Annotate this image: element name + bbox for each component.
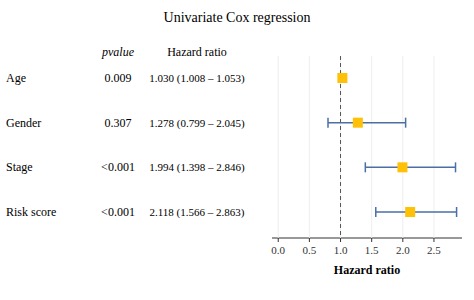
ci-cap [455,162,457,172]
tick-mark [402,238,403,242]
grid-line [340,56,341,238]
grid-line [278,56,279,238]
tick-label: 2.0 [396,244,410,256]
grid-line [371,56,372,238]
row-label: Risk score [6,205,56,219]
tick-mark [309,238,310,242]
title: Univariate Cox regression [164,10,311,25]
grid-line [402,56,403,238]
hr-text: 1.994 (1.398 – 2.846) [149,161,245,174]
pvalue-text: <0.001 [101,160,135,174]
tick-mark [433,238,434,242]
ci-cap [365,162,367,172]
tick-mark [371,238,372,242]
ci-line [328,122,406,124]
ci-cap [375,207,377,217]
tick-label: 2.5 [427,244,441,256]
hr-text: 1.030 (1.008 – 1.053) [149,72,245,85]
hr-marker [397,162,407,172]
tick-label: 0.5 [303,244,317,256]
row-label: Gender [6,116,41,130]
hr-marker [337,73,347,83]
hr-marker [353,118,363,128]
tick-mark [340,238,341,242]
grid-line [309,56,310,238]
pvalue-text: 0.307 [105,116,132,130]
ci-cap [327,118,329,128]
ci-line [376,211,457,213]
x-axis: 0.0 0.5 1.0 1.5 2.0 2.5 [271,56,462,256]
ci-cap [456,207,458,217]
reference-line [340,56,341,238]
tick-label: 1.0 [334,244,348,256]
row-label: Age [6,71,26,85]
forest-chart: Univariate Cox regression pvalue Hazard ra… [0,0,474,300]
ci-cap [405,118,407,128]
plot-area [328,56,457,238]
column-header: pvalue [101,45,135,59]
hr-marker [405,207,415,217]
hr-text: 1.278 (0.799 – 2.045) [149,117,245,130]
hr-text: 2.118 (1.566 – 2.863) [150,206,245,219]
tick-label: 0.0 [271,244,285,256]
grid-line [433,56,434,238]
pvalue-text: 0.009 [105,71,132,85]
row-label: Stage [6,160,33,174]
column-header: Hazard ratio [167,45,227,59]
tick-mark [278,238,279,242]
tick-label: 1.5 [365,244,379,256]
pvalue-text: <0.001 [101,205,135,219]
ci-line [365,167,455,169]
x-axis-label: Hazard ratio [334,263,400,277]
